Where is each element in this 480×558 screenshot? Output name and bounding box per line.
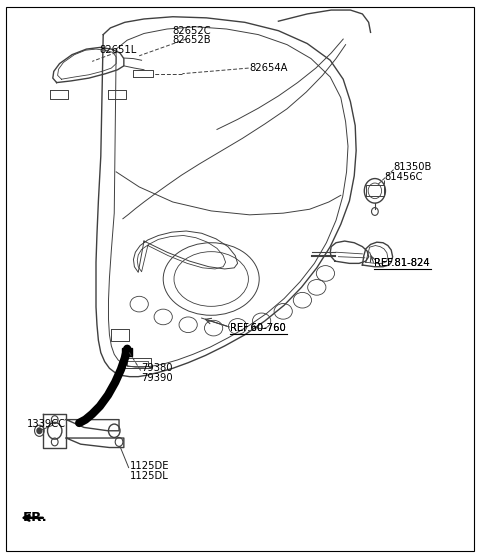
Text: REF.81-824: REF.81-824 <box>374 258 430 268</box>
Polygon shape <box>122 348 132 356</box>
Text: 82652C: 82652C <box>173 26 211 36</box>
Text: 79390: 79390 <box>142 373 173 383</box>
Circle shape <box>37 428 42 434</box>
Text: 81350B: 81350B <box>394 162 432 172</box>
Text: REF.60-760: REF.60-760 <box>230 323 286 333</box>
Text: REF.60-760: REF.60-760 <box>230 323 286 333</box>
Text: 82651L: 82651L <box>99 45 136 55</box>
Text: 81456C: 81456C <box>384 172 422 182</box>
Text: 82652B: 82652B <box>173 35 211 45</box>
Text: REF.81-824: REF.81-824 <box>374 258 430 268</box>
Text: 1339CC: 1339CC <box>26 419 65 429</box>
Text: FR.: FR. <box>23 511 48 525</box>
Text: 1125DL: 1125DL <box>130 471 168 481</box>
Text: 82654A: 82654A <box>250 63 288 73</box>
Text: 1125DE: 1125DE <box>130 461 169 471</box>
Text: 79380: 79380 <box>142 363 173 373</box>
